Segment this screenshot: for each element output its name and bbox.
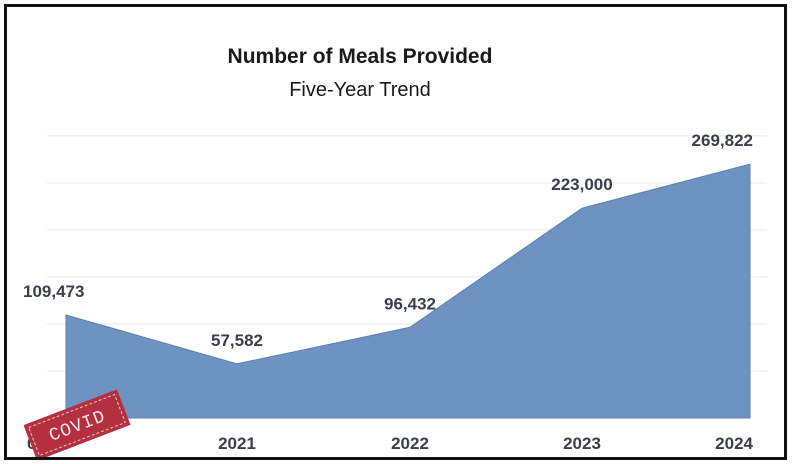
x-tick-2021: 2021 [218,434,256,453]
covid-stamp: COVID [23,389,131,457]
chart-title: Number of Meals Provided [228,45,493,68]
x-tick-2023: 2023 [563,434,601,453]
data-label-2024: 269,822 [692,131,753,150]
data-label-2020: 109,473 [23,282,84,301]
data-label-2021: 57,582 [211,331,263,350]
chart-subtitle: Five-Year Trend [289,79,431,101]
data-label-2022: 96,432 [384,294,436,313]
x-axis-tick-labels: 0202021202220232024 [27,434,754,453]
x-tick-2024: 2024 [715,434,753,453]
data-labels: 109,473 57,582 96,432 223,000 269,822 [23,131,753,350]
data-label-2023: 223,000 [551,175,612,194]
covid-stamp-background [23,389,131,457]
meals-area-series [65,163,751,419]
covid-stamp-border [28,393,126,457]
x-tick-2022: 2022 [391,434,429,453]
